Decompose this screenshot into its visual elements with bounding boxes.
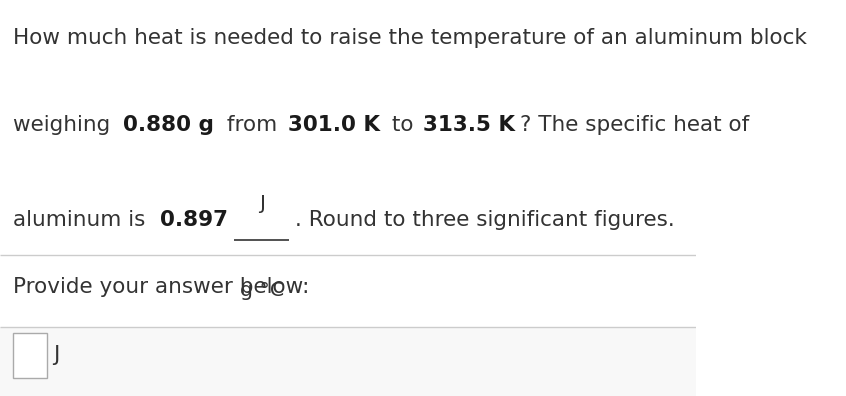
Text: aluminum is: aluminum is — [13, 210, 151, 230]
Text: How much heat is needed to raise the temperature of an aluminum block: How much heat is needed to raise the tem… — [13, 28, 806, 48]
Text: J: J — [53, 345, 59, 366]
Text: J: J — [259, 194, 265, 213]
Text: from: from — [219, 115, 283, 135]
Text: ? The specific heat of: ? The specific heat of — [520, 115, 750, 135]
Text: 0.880 g: 0.880 g — [123, 115, 214, 135]
Text: to: to — [385, 115, 420, 135]
Text: g °C: g °C — [239, 281, 283, 300]
Text: 313.5 K: 313.5 K — [423, 115, 515, 135]
Text: Provide your answer below:: Provide your answer below: — [13, 277, 309, 297]
Text: 301.0 K: 301.0 K — [288, 115, 380, 135]
FancyBboxPatch shape — [0, 327, 696, 396]
Text: 0.897: 0.897 — [161, 210, 228, 230]
Text: . Round to three significant figures.: . Round to three significant figures. — [295, 210, 674, 230]
Text: weighing: weighing — [13, 115, 117, 135]
FancyBboxPatch shape — [13, 333, 47, 378]
